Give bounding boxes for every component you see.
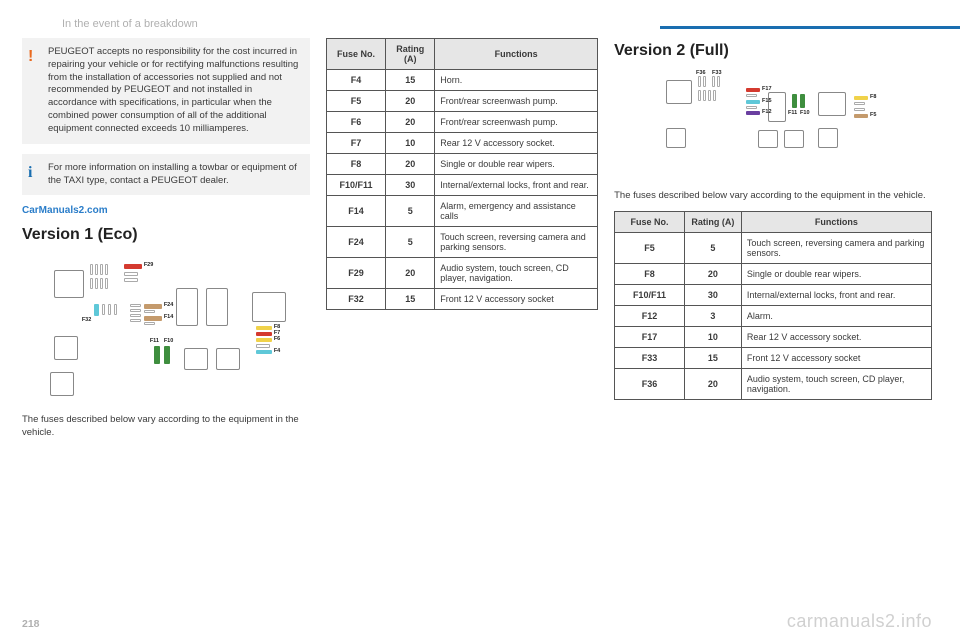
- table-row: F820Single or double rear wipers.: [615, 263, 932, 284]
- v2-fuse-diagram: F36 F33 F17 F15 F12 F8 F5: [658, 70, 888, 180]
- header-accent-bar: [660, 26, 960, 29]
- table-row: F710Rear 12 V accessory socket.: [326, 133, 597, 154]
- watermark-top: CarManuals2.com: [22, 205, 310, 216]
- cell-function: Rear 12 V accessory socket.: [741, 326, 931, 347]
- cell-function: Front 12 V accessory socket: [435, 289, 598, 310]
- th-fuse-no: Fuse No.: [615, 211, 685, 232]
- cell-function: Audio system, touch screen, CD player, n…: [435, 258, 598, 289]
- table-row: F3620Audio system, touch screen, CD play…: [615, 368, 932, 399]
- th-rating: Rating (A): [386, 39, 435, 70]
- th-functions: Functions: [741, 211, 931, 232]
- column-middle: Fuse No. Rating (A) Functions F415Horn.F…: [326, 38, 598, 622]
- table-row: F415Horn.: [326, 70, 597, 91]
- v2-caption: The fuses described below vary according…: [614, 190, 932, 203]
- cell-function: Front/rear screenwash pump.: [435, 91, 598, 112]
- column-right: Version 2 (Full) F36 F33 F17: [614, 38, 932, 622]
- cell-fuse-no: F32: [326, 289, 386, 310]
- cell-function: Internal/external locks, front and rear.: [741, 284, 931, 305]
- column-left: ! PEUGEOT accepts no responsibility for …: [22, 38, 310, 622]
- cell-fuse-no: F8: [326, 154, 386, 175]
- table-row: F3315Front 12 V accessory socket: [615, 347, 932, 368]
- cell-fuse-no: F24: [326, 227, 386, 258]
- cell-rating: 5: [386, 227, 435, 258]
- cell-function: Front 12 V accessory socket: [741, 347, 931, 368]
- cell-fuse-no: F29: [326, 258, 386, 289]
- cell-rating: 10: [386, 133, 435, 154]
- table-row: F10/F1130Internal/external locks, front …: [326, 175, 597, 196]
- cell-rating: 5: [386, 196, 435, 227]
- cell-fuse-no: F10/F11: [615, 284, 685, 305]
- table-row: F620Front/rear screenwash pump.: [326, 112, 597, 133]
- cell-fuse-no: F12: [615, 305, 685, 326]
- table-row: F145Alarm, emergency and assistance call…: [326, 196, 597, 227]
- info-icon: i: [28, 162, 32, 184]
- cell-function: Alarm.: [741, 305, 931, 326]
- cell-fuse-no: F33: [615, 347, 685, 368]
- cell-function: Alarm, emergency and assistance calls: [435, 196, 598, 227]
- table-row: F55Touch screen, reversing camera and pa…: [615, 232, 932, 263]
- info-box: i For more information on installing a t…: [22, 154, 310, 196]
- table-row: F245Touch screen, reversing camera and p…: [326, 227, 597, 258]
- v1-caption: The fuses described below vary according…: [22, 414, 310, 440]
- cell-function: Audio system, touch screen, CD player, n…: [741, 368, 931, 399]
- warning-icon: !: [28, 46, 33, 68]
- cell-function: Touch screen, reversing camera and parki…: [435, 227, 598, 258]
- cell-rating: 15: [386, 289, 435, 310]
- cell-rating: 20: [386, 91, 435, 112]
- table-row: F10/F1130Internal/external locks, front …: [615, 284, 932, 305]
- cell-function: Single or double rear wipers.: [435, 154, 598, 175]
- cell-rating: 5: [684, 232, 741, 263]
- table-row: F3215Front 12 V accessory socket: [326, 289, 597, 310]
- th-rating: Rating (A): [684, 211, 741, 232]
- cell-rating: 3: [684, 305, 741, 326]
- table-row: F123Alarm.: [615, 305, 932, 326]
- fuse-table-v2: Fuse No. Rating (A) Functions F55Touch s…: [614, 211, 932, 400]
- cell-function: Rear 12 V accessory socket.: [435, 133, 598, 154]
- table-row: F2920Audio system, touch screen, CD play…: [326, 258, 597, 289]
- table-row: F520Front/rear screenwash pump.: [326, 91, 597, 112]
- cell-fuse-no: F14: [326, 196, 386, 227]
- cell-rating: 15: [386, 70, 435, 91]
- cell-rating: 20: [386, 258, 435, 289]
- cell-fuse-no: F6: [326, 112, 386, 133]
- th-fuse-no: Fuse No.: [326, 39, 386, 70]
- cell-rating: 30: [684, 284, 741, 305]
- warning-text: PEUGEOT accepts no responsibility for th…: [48, 46, 298, 134]
- th-functions: Functions: [435, 39, 598, 70]
- cell-function: Front/rear screenwash pump.: [435, 112, 598, 133]
- cell-function: Horn.: [435, 70, 598, 91]
- cell-rating: 20: [386, 154, 435, 175]
- cell-fuse-no: F17: [615, 326, 685, 347]
- table-row: F820Single or double rear wipers.: [326, 154, 597, 175]
- cell-fuse-no: F4: [326, 70, 386, 91]
- cell-fuse-no: F8: [615, 263, 685, 284]
- cell-rating: 15: [684, 347, 741, 368]
- cell-fuse-no: F7: [326, 133, 386, 154]
- table-row: F1710Rear 12 V accessory socket.: [615, 326, 932, 347]
- cell-fuse-no: F36: [615, 368, 685, 399]
- cell-fuse-no: F5: [615, 232, 685, 263]
- cell-function: Touch screen, reversing camera and parki…: [741, 232, 931, 263]
- cell-rating: 30: [386, 175, 435, 196]
- cell-function: Internal/external locks, front and rear.: [435, 175, 598, 196]
- cell-rating: 20: [684, 263, 741, 284]
- v1-fuse-diagram: F29 F32 F24 F14 F8 F7: [36, 254, 296, 404]
- watermark-bottom: carmanuals2.info: [787, 611, 932, 632]
- cell-rating: 10: [684, 326, 741, 347]
- info-text: For more information on installing a tow…: [48, 162, 297, 186]
- cell-fuse-no: F5: [326, 91, 386, 112]
- cell-rating: 20: [684, 368, 741, 399]
- cell-fuse-no: F10/F11: [326, 175, 386, 196]
- warning-box: ! PEUGEOT accepts no responsibility for …: [22, 38, 310, 144]
- cell-rating: 20: [386, 112, 435, 133]
- cell-function: Single or double rear wipers.: [741, 263, 931, 284]
- fuse-table-v1: Fuse No. Rating (A) Functions F415Horn.F…: [326, 38, 598, 310]
- page-number: 218: [22, 618, 40, 630]
- v1-heading: Version 1 (Eco): [22, 226, 310, 244]
- v2-heading: Version 2 (Full): [614, 42, 932, 60]
